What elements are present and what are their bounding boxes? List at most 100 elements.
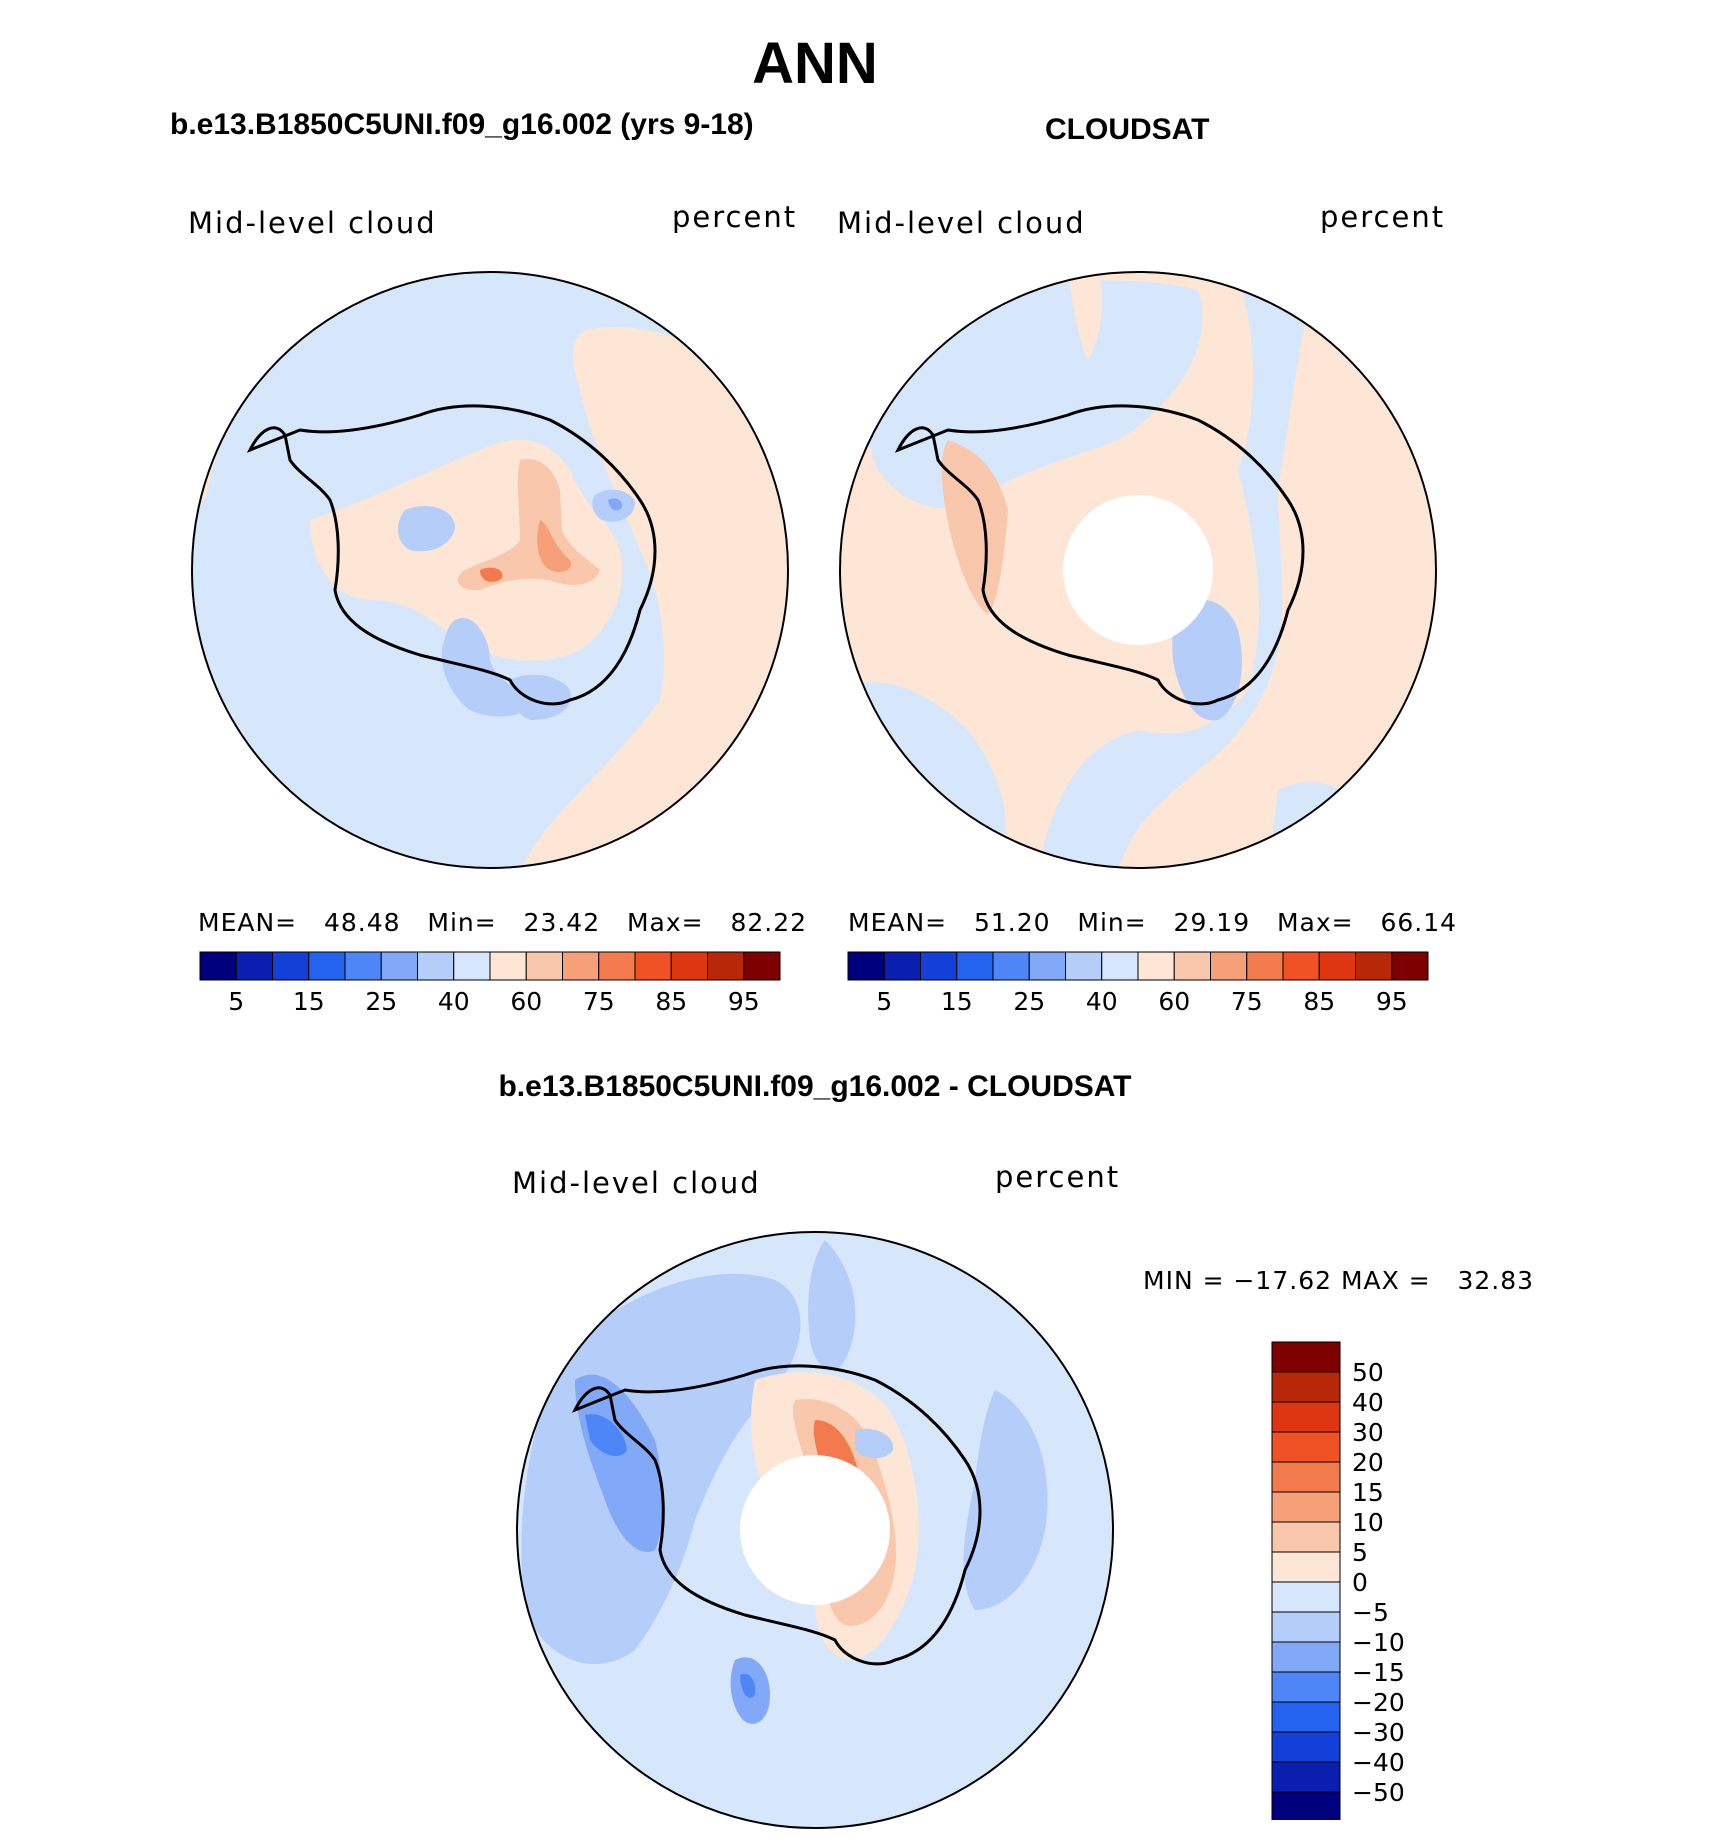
colorbar-difference-tick-label: 20 — [1352, 1448, 1384, 1477]
colorbar-model-swatch — [743, 951, 781, 981]
panel-1-mean-value: 48.48 — [323, 908, 401, 937]
colorbar-cloudsat-swatch — [1391, 951, 1429, 981]
colorbar-cloudsat-swatch — [920, 951, 958, 981]
colorbar-model-swatch — [489, 951, 527, 981]
colorbar-model-swatch — [308, 951, 346, 981]
colorbar-difference-tick-label: −20 — [1352, 1688, 1405, 1717]
colorbar-cloudsat-tick-label: 40 — [1086, 987, 1118, 1016]
panel-1-variable-label: Mid-level cloud — [188, 206, 437, 240]
panel-2-variable-label: Mid-level cloud — [837, 206, 1086, 240]
panel-2-mean-label: MEAN= — [848, 908, 948, 937]
colorbar-cloudsat-swatch — [1210, 951, 1248, 981]
colorbar-difference-tick-label: −30 — [1352, 1718, 1405, 1747]
colorbar-difference-swatch — [1271, 1731, 1341, 1763]
colorbar-cloudsat-swatch — [847, 951, 885, 981]
colorbar-cloudsat-swatch — [1246, 951, 1284, 981]
colorbar-difference-tick-label: 15 — [1352, 1478, 1384, 1507]
colorbar-difference-tick-label: −15 — [1352, 1658, 1405, 1687]
colorbar-difference-swatch — [1271, 1431, 1341, 1463]
panel-3-variable-label: Mid-level cloud — [512, 1166, 761, 1200]
colorbar-difference-swatch — [1271, 1341, 1341, 1373]
colorbar-cloudsat-swatch — [1173, 951, 1211, 981]
colorbar-model-swatch — [380, 951, 418, 981]
colorbar-cloudsat-tick-label: 60 — [1158, 987, 1190, 1016]
colorbar-difference-swatch — [1271, 1491, 1341, 1523]
colorbar-cloudsat-swatch — [1282, 951, 1320, 981]
colorbar-difference-tick-label: 5 — [1352, 1538, 1368, 1567]
colorbar-cloudsat-tick-label: 85 — [1303, 987, 1335, 1016]
colorbar-difference-swatch — [1271, 1671, 1341, 1703]
colorbar-difference-tick-label: −10 — [1352, 1628, 1405, 1657]
panel-1-max-label: Max= — [626, 908, 704, 937]
colorbar-model-tick-label: 25 — [365, 987, 397, 1016]
colorbar-difference-swatch — [1271, 1371, 1341, 1403]
colorbar-cloudsat-swatch — [883, 951, 921, 981]
colorbar-difference-swatch — [1271, 1401, 1341, 1433]
colorbar-model-swatch — [199, 951, 237, 981]
colorbar-difference-swatch — [1271, 1461, 1341, 1493]
colorbar-cloudsat-swatch — [1101, 951, 1139, 981]
panel-2-units-label: percent — [1320, 200, 1446, 234]
colorbar-difference-swatch — [1271, 1701, 1341, 1733]
colorbar-difference-swatch — [1271, 1761, 1341, 1793]
colorbar-difference-swatch — [1271, 1641, 1341, 1673]
colorbar-model-tick-label: 40 — [438, 987, 470, 1016]
colorbar-model-tick-label: 75 — [583, 987, 615, 1016]
map-model — [191, 271, 789, 869]
panel-2-min-value: 29.19 — [1173, 908, 1251, 937]
colorbar-model-swatch — [272, 951, 310, 981]
panel-1-mean-label: MEAN= — [198, 908, 298, 937]
panel-1-min-value: 23.42 — [523, 908, 601, 937]
colorbar-cloudsat-tick-label: 25 — [1013, 987, 1045, 1016]
panel-1-title: b.e13.B1850C5UNI.f09_g16.002 (yrs 9-18) — [170, 108, 754, 141]
colorbar-cloudsat-swatch — [1355, 951, 1393, 981]
colorbar-cloudsat-tick-label: 5 — [876, 987, 892, 1016]
colorbar-model-swatch — [525, 951, 563, 981]
panel-1-max-value: 82.22 — [730, 908, 808, 937]
colorbar-difference-swatch — [1271, 1551, 1341, 1583]
colorbar-cloudsat: 5 15 25 40 60 75 85 95 — [847, 951, 1429, 1016]
colorbar-cloudsat-swatch — [956, 951, 994, 981]
colorbar-difference-tick-label: −40 — [1352, 1748, 1405, 1777]
colorbar-difference-swatch — [1271, 1791, 1341, 1820]
colorbar-model-swatch — [562, 951, 600, 981]
colorbar-cloudsat-tick-label: 95 — [1376, 987, 1408, 1016]
colorbar-cloudsat-swatch — [1137, 951, 1175, 981]
map-cloudsat — [839, 271, 1437, 869]
panel-2-title: CLOUDSAT — [1045, 113, 1210, 146]
colorbar-model-tick-label: 5 — [228, 987, 244, 1016]
panel-1-min-label: Min= — [427, 908, 497, 937]
colorbar-cloudsat-swatch — [1318, 951, 1356, 981]
panel-1-units-label: percent — [672, 200, 798, 234]
panel-1-stats: MEAN= 48.48 Min= 23.42 Max= 82.22 — [198, 908, 807, 937]
colorbar-model-swatch — [598, 951, 636, 981]
panel-3-title: b.e13.B1850C5UNI.f09_g16.002 - CLOUDSAT — [498, 1070, 1132, 1103]
map-difference — [516, 1231, 1114, 1829]
colorbar-model-swatch — [235, 951, 273, 981]
colorbar-model-tick-label: 15 — [293, 987, 325, 1016]
main-title: ANN — [752, 31, 878, 96]
colorbar-difference-tick-label: 0 — [1352, 1568, 1368, 1597]
colorbar-cloudsat-swatch — [1065, 951, 1103, 981]
panel-2-max-label: Max= — [1276, 908, 1354, 937]
colorbar-difference-tick-label: 30 — [1352, 1418, 1384, 1447]
colorbar-model-swatch — [417, 951, 455, 981]
colorbar-difference-tick-label: 40 — [1352, 1388, 1384, 1417]
colorbar-model-tick-label: 85 — [655, 987, 687, 1016]
colorbar-difference-tick-label: 10 — [1352, 1508, 1384, 1537]
panel-2-mean-value: 51.20 — [973, 908, 1051, 937]
colorbar-model: 5 15 25 40 60 75 85 95 — [199, 951, 781, 1016]
panel-3-minmax: MIN = −17.62 MAX = 32.83 — [1143, 1266, 1535, 1295]
colorbar-model-swatch — [707, 951, 745, 981]
colorbar-difference-swatch — [1271, 1611, 1341, 1643]
panel-3-units-label: percent — [995, 1160, 1121, 1194]
colorbar-cloudsat-swatch — [992, 951, 1030, 981]
colorbar-model-tick-label: 60 — [510, 987, 542, 1016]
colorbar-model-swatch — [453, 951, 491, 981]
colorbar-difference-tick-label: −50 — [1352, 1778, 1405, 1807]
colorbar-model-swatch — [344, 951, 382, 981]
colorbar-model-tick-label: 95 — [728, 987, 760, 1016]
panel-2-stats: MEAN= 51.20 Min= 29.19 Max= 66.14 — [848, 908, 1457, 937]
colorbar-difference-swatch — [1271, 1521, 1341, 1553]
